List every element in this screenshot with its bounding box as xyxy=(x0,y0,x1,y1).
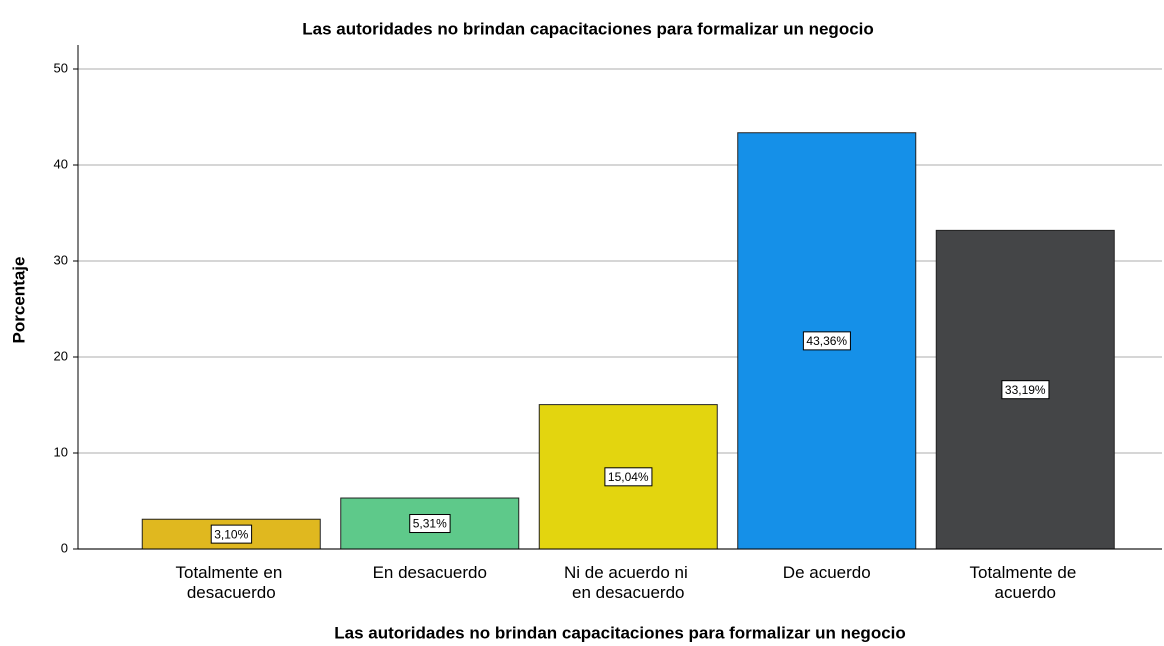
value-label-box xyxy=(210,524,253,544)
chart-title: Las autoridades no brindan capacitacione… xyxy=(302,19,874,38)
value-label-group: 43,36% xyxy=(802,331,851,351)
x-tick-label: Ni de acuerdo ni en desacuerdo xyxy=(564,563,693,602)
value-label: 15,04% xyxy=(608,470,649,484)
x-tick-label: Totalmente en desacuerdo xyxy=(175,563,287,602)
y-axis-title: Porcentaje xyxy=(9,257,28,344)
x-tick-label: En desacuerdo xyxy=(373,563,487,582)
value-label-box xyxy=(409,514,451,534)
value-label: 33,19% xyxy=(1005,383,1046,397)
y-tick-label: 50 xyxy=(54,60,68,75)
value-label-box xyxy=(604,467,653,487)
value-label-group: 15,04% xyxy=(604,467,653,487)
y-tick-label: 10 xyxy=(54,444,68,459)
value-label: 43,36% xyxy=(806,334,847,348)
value-label-group: 3,10% xyxy=(210,524,253,544)
y-tick-label: 40 xyxy=(54,156,68,171)
value-label: 3,10% xyxy=(214,527,248,541)
y-tick-label: 20 xyxy=(54,348,68,363)
value-label: 5,31% xyxy=(413,517,447,531)
value-label-group: 5,31% xyxy=(409,514,451,534)
x-axis-title: Las autoridades no brindan capacitacione… xyxy=(334,623,906,642)
value-label-group: 33,19% xyxy=(1001,380,1050,400)
x-tick-label: Totalmente de acuerdo xyxy=(969,563,1081,602)
y-tick-label: 0 xyxy=(61,540,68,555)
value-label-box xyxy=(1001,380,1050,400)
value-label-box xyxy=(802,331,851,351)
y-tick-label: 30 xyxy=(54,252,68,267)
x-tick-label: De acuerdo xyxy=(783,563,871,582)
